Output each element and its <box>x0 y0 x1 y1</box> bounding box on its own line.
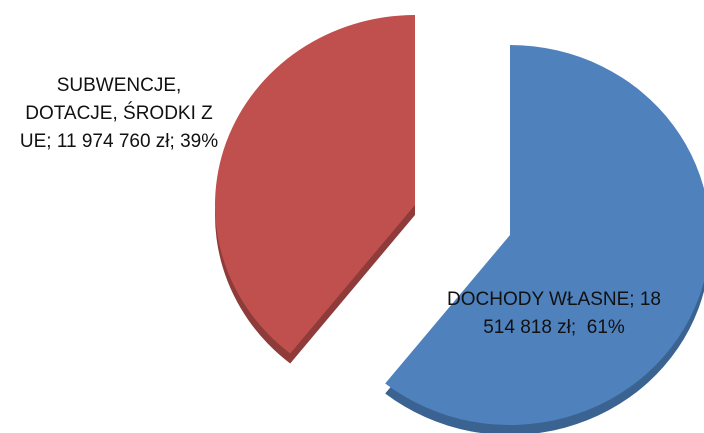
slice <box>385 45 704 425</box>
slice-label: SUBWENCJE, DOTACJE, ŚRODKI Z UE; 11 974 … <box>19 75 219 152</box>
slice-label: DOCHODY WŁASNE; 18 514 818 zł; 61% <box>447 289 661 338</box>
percent-label: 61% <box>586 317 625 338</box>
category-label: DOCHODY WŁASNE <box>447 289 630 310</box>
percent-label: 39% <box>180 131 219 152</box>
value-label: 18 514 818 zł <box>483 289 661 338</box>
category-label: SUBWENCJE, DOTACJE, ŚRODKI Z UE <box>19 75 213 152</box>
value-label: 11 974 760 zł <box>56 131 170 152</box>
slice <box>214 15 415 354</box>
